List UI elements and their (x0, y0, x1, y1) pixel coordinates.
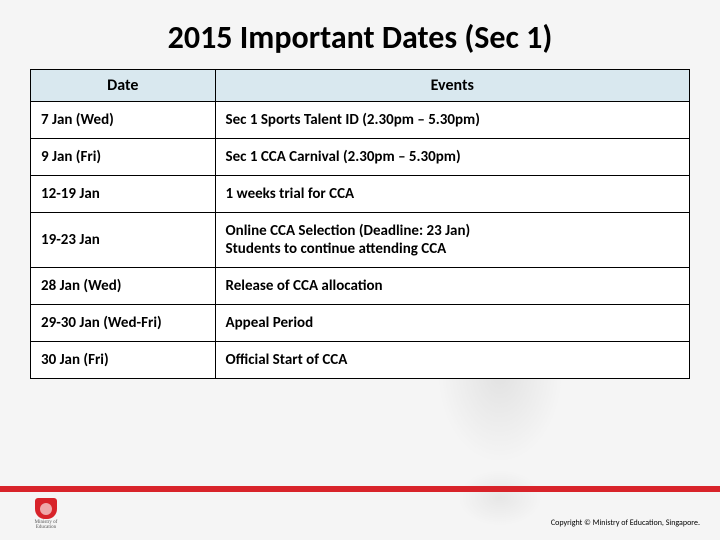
logo-text: Ministry of Education (28, 520, 64, 530)
table-row: 29-30 Jan (Wed-Fri)Appeal Period (31, 305, 690, 342)
cell-date: 9 Jan (Fri) (31, 139, 216, 176)
cell-date: 12-19 Jan (31, 176, 216, 213)
cell-event: Release of CCA allocation (215, 268, 689, 305)
table-row: 9 Jan (Fri)Sec 1 CCA Carnival (2.30pm – … (31, 139, 690, 176)
table-row: 30 Jan (Fri)Official Start of CCA (31, 342, 690, 379)
cell-date: 29-30 Jan (Wed-Fri) (31, 305, 216, 342)
cell-date: 28 Jan (Wed) (31, 268, 216, 305)
table-row: 19-23 JanOnline CCA Selection (Deadline:… (31, 213, 690, 268)
cell-event: 1 weeks trial for CCA (215, 176, 689, 213)
table-row: 7 Jan (Wed)Sec 1 Sports Talent ID (2.30p… (31, 102, 690, 139)
accent-bar (0, 486, 720, 492)
moe-logo: Ministry of Education (28, 498, 64, 530)
dates-table: Date Events 7 Jan (Wed)Sec 1 Sports Tale… (30, 69, 690, 379)
slide: 2015 Important Dates (Sec 1) Date Events… (0, 0, 720, 540)
table-header-row: Date Events (31, 70, 690, 102)
cell-event: Sec 1 Sports Talent ID (2.30pm – 5.30pm) (215, 102, 689, 139)
cell-event: Sec 1 CCA Carnival (2.30pm – 5.30pm) (215, 139, 689, 176)
table-row: 12-19 Jan1 weeks trial for CCA (31, 176, 690, 213)
table-header-date: Date (31, 70, 216, 102)
cell-event: Official Start of CCA (215, 342, 689, 379)
cell-event: Appeal Period (215, 305, 689, 342)
crest-icon (35, 498, 57, 519)
cell-date: 19-23 Jan (31, 213, 216, 268)
table-header-events: Events (215, 70, 689, 102)
crest-inner (40, 503, 52, 515)
table-row: 28 Jan (Wed)Release of CCA allocation (31, 268, 690, 305)
page-title: 2015 Important Dates (Sec 1) (30, 18, 690, 57)
cell-date: 7 Jan (Wed) (31, 102, 216, 139)
cell-date: 30 Jan (Fri) (31, 342, 216, 379)
copyright-text: Copyright © Ministry of Education, Singa… (551, 518, 700, 528)
cell-event: Online CCA Selection (Deadline: 23 Jan)S… (215, 213, 689, 268)
